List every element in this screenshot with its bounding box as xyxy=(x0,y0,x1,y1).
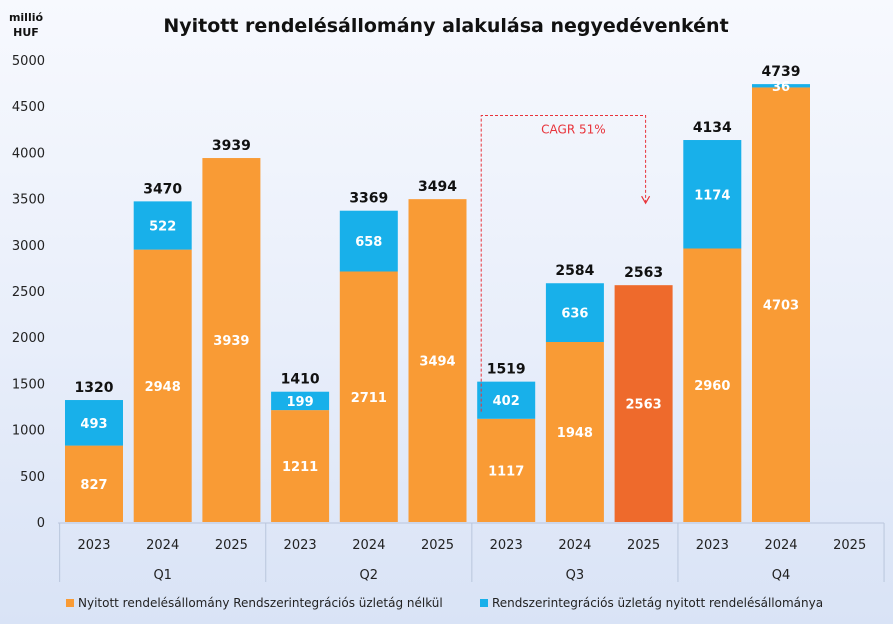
x-tick-label: 2025 xyxy=(627,538,660,553)
bar-total-label: 4739 xyxy=(762,64,801,80)
cagr-arrowhead xyxy=(641,195,651,205)
bar-segment-integration xyxy=(133,201,192,250)
bar-segment-label: 1174 xyxy=(694,188,730,203)
bar-segment-base xyxy=(271,410,330,522)
x-tick-label: 2024 xyxy=(146,538,179,553)
bar-segment-label: 522 xyxy=(149,219,176,234)
bar-segment-label: 2711 xyxy=(351,391,387,406)
bar-total-label: 3470 xyxy=(143,181,182,197)
y-axis: 0 500 1000 1500 2000 2500 3000 3500 4000 4500 5000 xyxy=(12,54,45,531)
bar-segment-base xyxy=(408,199,467,522)
y-tick-label: 3500 xyxy=(12,193,45,208)
bar-segment-integration xyxy=(752,84,810,88)
y-tick-label: 3000 xyxy=(12,239,45,254)
bar-segment-integration xyxy=(545,283,604,343)
bar-segment-base xyxy=(477,418,536,522)
x-tick-label: 2024 xyxy=(352,538,385,553)
bar-segment-base xyxy=(683,248,742,522)
bar-segment-integration xyxy=(65,400,123,446)
cagr-annotation: CAGR 51% xyxy=(480,114,651,412)
y-tick-label: 2000 xyxy=(12,331,45,346)
bar-segment-base xyxy=(202,158,261,522)
bars: 827 493 1320 2948 522 3470 3939 3939 1211 199 1410… xyxy=(65,64,810,522)
bar-segment-label: 827 xyxy=(80,478,107,493)
x-tick-label: 2024 xyxy=(558,538,591,553)
bar-segment-integration xyxy=(271,391,330,411)
x-tick-label: 2024 xyxy=(764,538,797,553)
cagr-label: CAGR 51% xyxy=(541,122,606,136)
bar-total-label: 1519 xyxy=(487,362,526,378)
group-label: Q4 xyxy=(772,568,791,583)
bar-total-label: 2563 xyxy=(624,265,663,281)
bar-segment-label: 1117 xyxy=(488,464,524,479)
legend: Nyitott rendelésállomány Rendszerintegrá… xyxy=(66,596,823,610)
bar-segment-base xyxy=(545,342,604,522)
legend-swatch xyxy=(66,599,74,607)
group-label: Q2 xyxy=(360,568,379,583)
x-axis: 2023 2024 2025 2023 2024 2025 2023 2024 2025 2023… xyxy=(58,522,885,583)
y-unit-line-1: millió xyxy=(9,11,44,24)
bar-segment-integration xyxy=(683,140,742,249)
bar-total-label: 1320 xyxy=(75,380,114,396)
legend-entry: Rendszerintegrációs üzletág nyitott rend… xyxy=(492,596,823,610)
bar-segment-base xyxy=(339,271,398,522)
y-tick-label: 1000 xyxy=(12,424,45,439)
y-tick-label: 4500 xyxy=(12,100,45,115)
bar-segment-label: 493 xyxy=(80,417,107,432)
x-tick-label: 2023 xyxy=(696,538,729,553)
group-label: Q1 xyxy=(153,568,172,583)
bar-segment-integration xyxy=(477,381,536,419)
bar-total-label: 3939 xyxy=(212,138,251,154)
legend-swatch xyxy=(480,599,488,607)
bar-segment-label: 2948 xyxy=(145,380,181,395)
y-tick-label: 1500 xyxy=(12,377,45,392)
bar-segment-label: 199 xyxy=(287,395,314,410)
y-unit-line-2: HUF xyxy=(13,26,39,39)
bar-segment-label: 2563 xyxy=(626,398,662,413)
bar-segment-label: 3494 xyxy=(419,355,455,370)
x-tick-label: 2025 xyxy=(421,538,454,553)
legend-entry: Nyitott rendelésállomány Rendszerintegrá… xyxy=(78,596,443,610)
x-tick-label: 2023 xyxy=(77,538,110,553)
bar-total-label: 4134 xyxy=(693,120,732,136)
bar-segment-label: 402 xyxy=(493,394,520,409)
group-label: Q3 xyxy=(566,568,585,583)
bar-segment-label: 1211 xyxy=(282,460,318,475)
y-tick-label: 5000 xyxy=(12,54,45,69)
bar-segment-integration xyxy=(339,210,398,272)
y-tick-label: 4000 xyxy=(12,146,45,161)
bar-total-label: 2584 xyxy=(555,263,594,279)
bar-total-label: 3369 xyxy=(349,191,388,207)
x-tick-label: 2023 xyxy=(284,538,317,553)
bar-total-label: 1410 xyxy=(281,372,320,388)
x-tick-label: 2023 xyxy=(490,538,523,553)
y-tick-label: 0 xyxy=(37,516,45,531)
bar-segment-base xyxy=(65,445,123,522)
y-tick-label: 2500 xyxy=(12,285,45,300)
bar-segment-label: 2960 xyxy=(694,379,730,394)
bar-total-label: 3494 xyxy=(418,179,457,195)
bar-segment-label: 3939 xyxy=(213,334,249,349)
bar-segment-label: 636 xyxy=(561,307,588,322)
bar-segment-label: 658 xyxy=(355,235,382,250)
chart-title: Nyitott rendelésállomány alakulása negye… xyxy=(163,15,728,37)
bar-segment-label: 36 xyxy=(772,80,790,95)
bar-segment-label: 1948 xyxy=(557,426,593,441)
x-tick-label: 2025 xyxy=(215,538,248,553)
y-tick-label: 500 xyxy=(20,470,45,485)
x-tick-label: 2025 xyxy=(833,538,866,553)
bar-segment-base xyxy=(614,285,673,522)
bar-segment-base xyxy=(133,249,192,522)
bar-segment-label: 4703 xyxy=(763,299,799,314)
bar-segment-base xyxy=(752,87,810,522)
